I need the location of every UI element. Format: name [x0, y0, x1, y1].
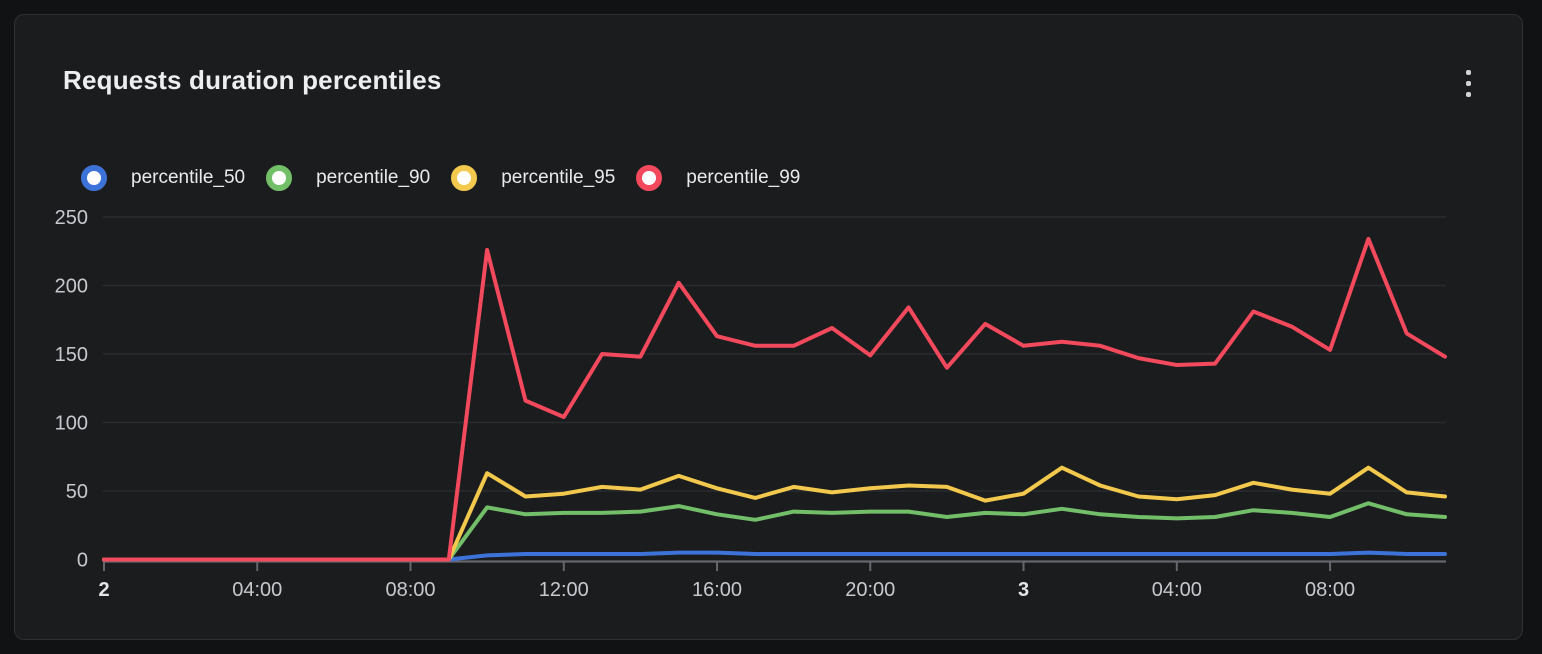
y-axis-label-50: 50 [66, 481, 88, 503]
panel-requests-duration-percentiles: Requests duration percentiles percentile… [14, 14, 1523, 640]
legend-label-percentile_99: percentile_99 [686, 167, 801, 188]
axis-labels: 0 50 100 150 200 250 2 04:00 08:00 12:00 16:00 20:0… [55, 207, 1355, 601]
x-axis-label-1: 04:00 [232, 579, 282, 601]
x-axis-label-5: 20:00 [845, 579, 895, 601]
legend-item-percentile_90[interactable]: percentile_90 [266, 165, 430, 191]
legend-marker-percentile_99 [636, 165, 663, 191]
chart-legend: percentile_50 percentile_90 percentile_95 p… [81, 164, 800, 192]
x-axis-label-7: 04:00 [1152, 579, 1202, 601]
legend-marker-percentile_95 [451, 165, 478, 191]
legend-marker-percentile_90 [266, 165, 293, 191]
legend-marker-percentile_50 [81, 165, 107, 191]
kebab-menu-icon [1465, 69, 1471, 97]
x-axis-label-8: 08:00 [1305, 579, 1355, 601]
axes [103, 560, 1446, 571]
legend-item-percentile_95[interactable]: percentile_95 [451, 165, 615, 191]
y-axis-label-250: 250 [55, 207, 88, 229]
series-line-percentile_99 [102, 236, 1447, 562]
y-axis-label-100: 100 [55, 413, 88, 435]
x-axis-label-3: 12:00 [539, 579, 589, 601]
x-axis-label-2: 08:00 [385, 579, 435, 601]
x-axis-label-6: 3 [1018, 579, 1029, 601]
series-lines [102, 236, 1447, 562]
series-line-percentile_90 [102, 501, 1447, 562]
legend-item-percentile_50[interactable]: percentile_50 [81, 165, 245, 191]
y-axis-label-200: 200 [55, 276, 88, 298]
y-axis-label-150: 150 [55, 344, 88, 366]
y-axis-label-0: 0 [77, 550, 88, 572]
legend-label-percentile_95: percentile_95 [501, 167, 616, 188]
panel-menu-button[interactable] [1451, 65, 1485, 101]
legend-label-percentile_90: percentile_90 [316, 167, 431, 188]
x-axis-label-0: 2 [98, 579, 109, 601]
gridlines [103, 216, 1446, 492]
x-axis-label-4: 16:00 [692, 579, 742, 601]
legend-item-percentile_99[interactable]: percentile_99 [636, 165, 800, 191]
legend-label-percentile_50: percentile_50 [131, 167, 246, 188]
panel-title: Requests duration percentiles [63, 65, 442, 95]
